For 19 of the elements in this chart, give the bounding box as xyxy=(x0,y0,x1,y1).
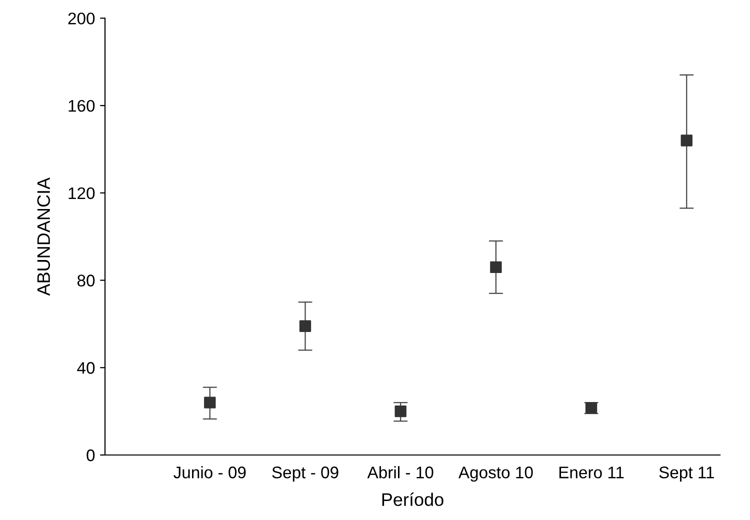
x-tick-label: Sept - 09 xyxy=(272,466,338,482)
x-tick-label: Sept 11 xyxy=(659,466,714,482)
x-tick-label: Agosto 10 xyxy=(458,466,533,482)
y-tick-label: 160 xyxy=(68,100,95,112)
x-tick-label: Abril - 10 xyxy=(367,466,434,478)
y-tick-label: 0 xyxy=(86,449,95,462)
y-tick-label: 200 xyxy=(68,12,95,24)
point xyxy=(204,396,216,408)
point xyxy=(299,320,312,332)
y-axis-title: ABUNDANCIA xyxy=(37,177,50,296)
x-tick-label: Junio - 09 xyxy=(174,466,246,478)
point xyxy=(394,405,406,418)
point xyxy=(680,134,692,146)
y-tick-label: 40 xyxy=(77,362,95,374)
point xyxy=(490,261,502,274)
y-tick-label: 80 xyxy=(77,274,95,286)
y-tick-label: 120 xyxy=(68,187,95,200)
x-axis-title: Período xyxy=(382,492,444,506)
x-tick-label: Enero 11 xyxy=(559,466,624,478)
